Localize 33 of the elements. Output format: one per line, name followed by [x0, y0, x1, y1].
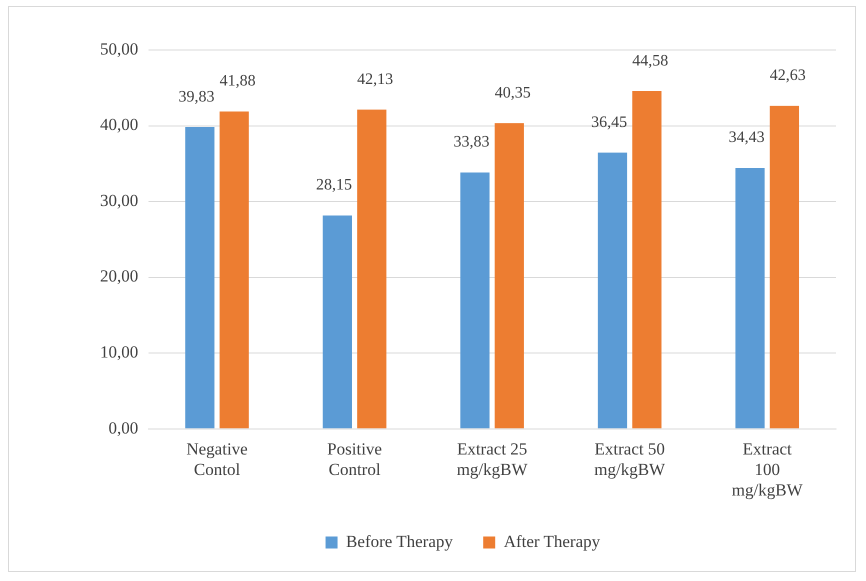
bar — [598, 152, 628, 428]
y-tick-label: 20,00 — [100, 266, 138, 286]
bar — [770, 106, 800, 428]
bar — [460, 172, 490, 428]
bar — [494, 123, 524, 428]
bar — [220, 112, 249, 428]
x-tick-label: Extract 25 mg/kgBW — [456, 439, 528, 479]
data-label: 28,15 — [316, 176, 352, 194]
data-label: 40,35 — [494, 84, 531, 102]
x-tick-label: Positive Control — [327, 439, 382, 479]
legend-label: Before Therapy — [346, 532, 454, 551]
y-tick-label: 30,00 — [100, 190, 138, 210]
data-label: 39,83 — [178, 88, 214, 106]
y-tick-label: 50,00 — [100, 39, 138, 58]
x-tick-label: Extract 50 mg/kgBW — [594, 439, 666, 479]
data-label: 42,13 — [357, 70, 394, 88]
bar — [632, 91, 662, 428]
y-tick-label: 0,00 — [108, 418, 138, 438]
y-tick-label: 10,00 — [100, 342, 138, 362]
bar — [322, 216, 352, 428]
bar — [185, 127, 214, 428]
bar — [357, 110, 386, 428]
bar — [735, 168, 765, 428]
x-tick-label: Negative Contol — [186, 439, 248, 479]
data-label: 36,45 — [591, 114, 628, 131]
data-label: 33,83 — [454, 134, 490, 151]
y-tick-label: 40,00 — [100, 115, 138, 134]
x-tick-label: Extract 100 mg/kgBW — [732, 439, 804, 500]
data-label: 41,88 — [220, 72, 256, 90]
data-label: 42,63 — [770, 67, 806, 84]
legend-label: After Therapy — [504, 532, 601, 551]
data-label: 44,58 — [632, 52, 668, 70]
data-label: 34,43 — [728, 129, 765, 146]
